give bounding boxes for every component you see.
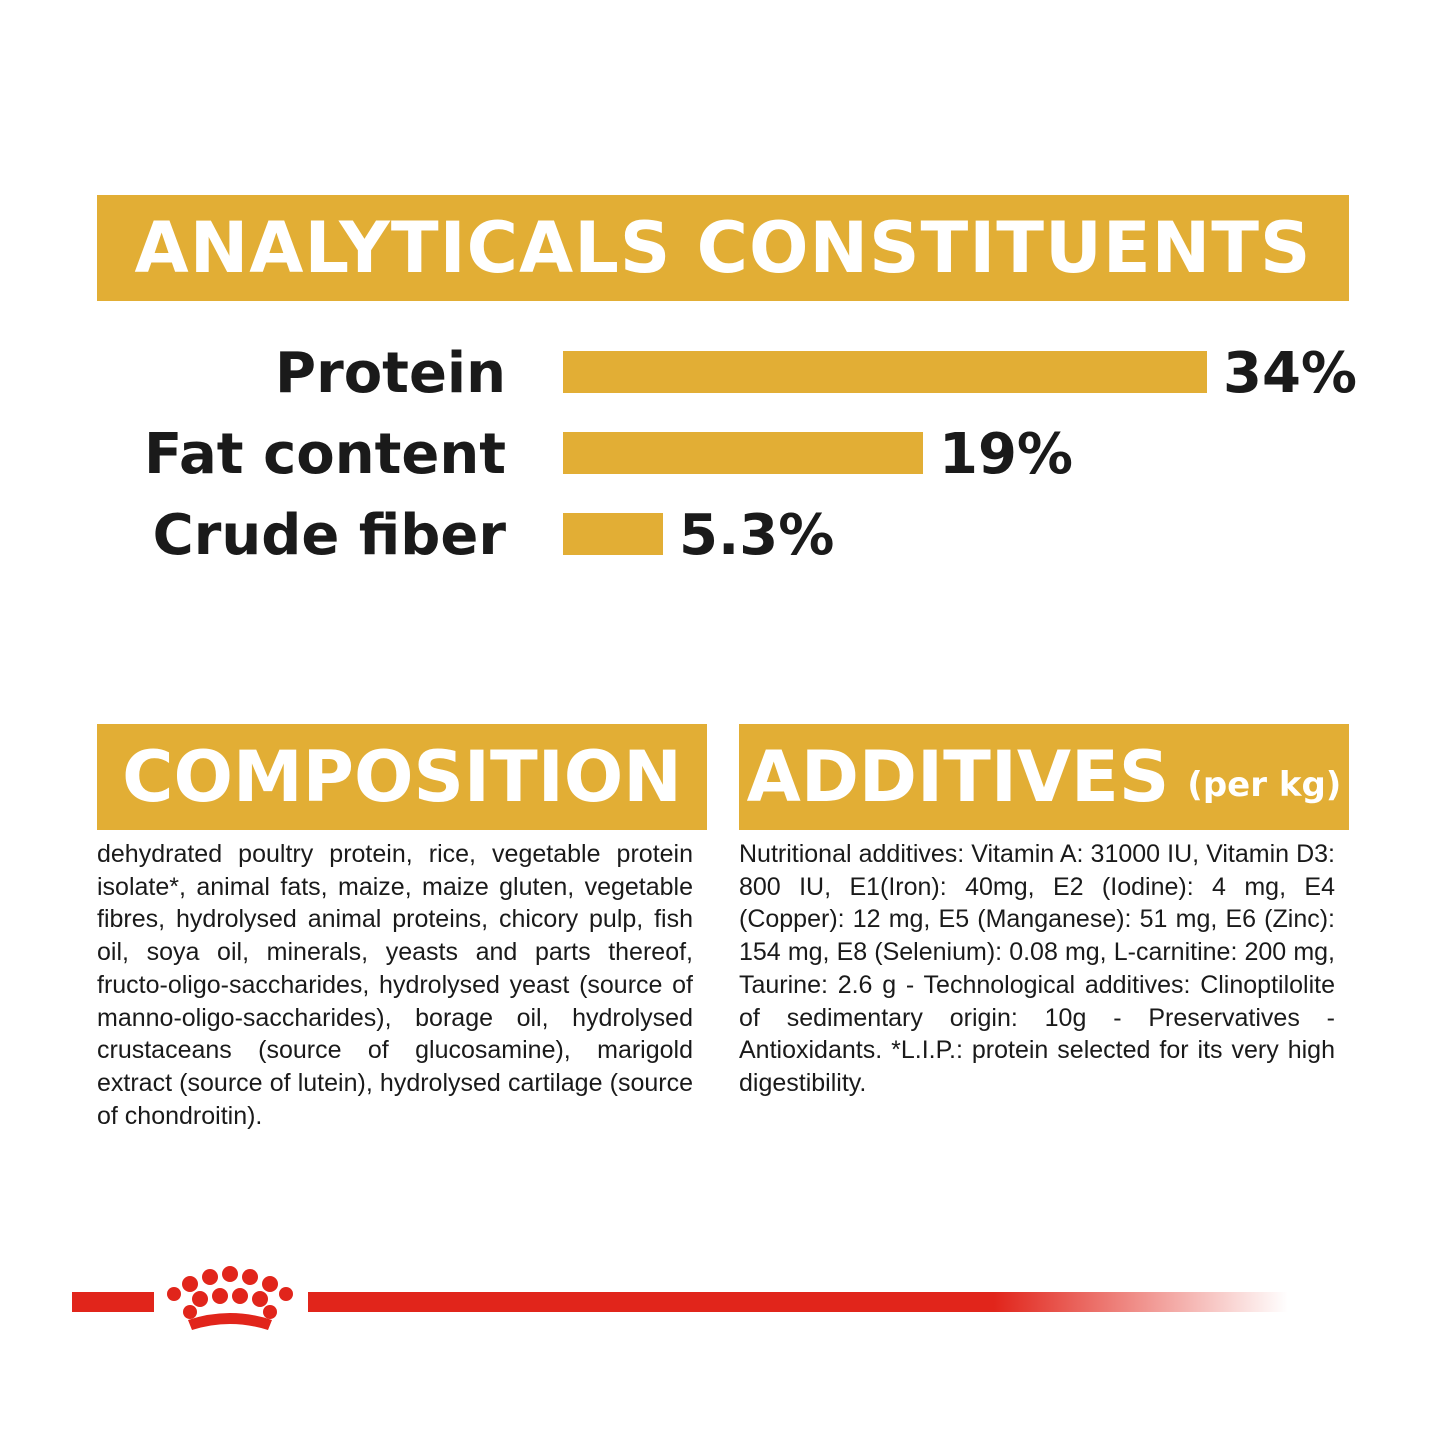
composition-text: dehydrated poultry protein, rice, vegeta… [97,840,693,1130]
footer-line-right [308,1292,1288,1312]
bar-value-label: 34% [1223,341,1358,406]
category-label: Fat content [144,422,506,487]
bar-value-label: 19% [939,422,1074,487]
additives-heading-suffix: (per kg) [1187,765,1342,805]
bar [563,351,1207,393]
bar-value-label: 5.3% [679,503,835,568]
bar [563,513,663,555]
composition-heading: COMPOSITION [97,724,707,830]
additives-heading: ADDITIVES (per kg) [739,724,1349,830]
crown-logo-icon [167,1266,293,1330]
footer-line-left [72,1292,154,1312]
composition-heading-text: COMPOSITION [122,736,682,818]
category-label: Protein [275,341,506,406]
additives-heading-text: ADDITIVES [746,736,1170,818]
page-title: ANALYTICALS CONSTITUENTS [97,195,1349,301]
bar [563,432,923,474]
page-title-text: ANALYTICALS CONSTITUENTS [134,207,1312,289]
additives-text: Nutritional additives: Vitamin A: 31000 … [739,840,1335,1097]
category-label: Crude fiber [152,503,506,568]
